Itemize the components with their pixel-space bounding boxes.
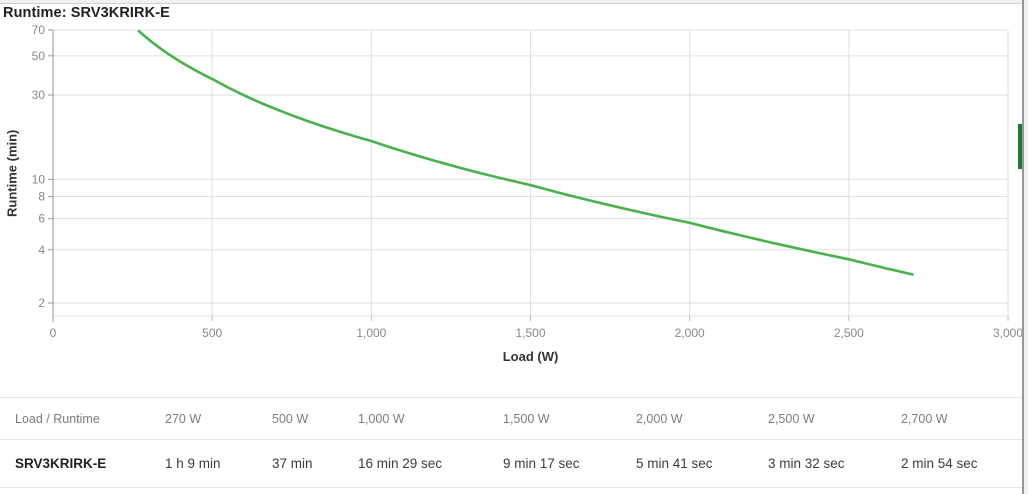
header-500w: 500 W xyxy=(272,397,358,440)
runtime-chart: 70 50 30 10 8 6 4 2 0 500 1,000 1,500 2,000 2,500 3,00… xyxy=(4,23,1024,364)
runtime-cell-500w: 37 min xyxy=(272,439,358,488)
header-1500w: 1,500 W xyxy=(503,397,636,440)
runtime-cell-2500w: 3 min 32 sec xyxy=(768,439,901,488)
header-load-runtime: Load / Runtime xyxy=(0,397,165,440)
x-tick-label: 1,500 xyxy=(515,326,545,340)
y-tick-label: 4 xyxy=(38,243,45,257)
y-tick-label: 50 xyxy=(32,49,46,63)
runtime-table: Load / Runtime 270 W 500 W 1,000 W 1,500… xyxy=(0,397,1022,488)
model-name-cell: SRV3KRIRK-E xyxy=(0,439,165,488)
header-2000w: 2,000 W xyxy=(636,397,768,440)
y-tick-label: 70 xyxy=(32,23,46,37)
x-tick-label: 3,000 xyxy=(993,326,1023,340)
header-2500w: 2,500 W xyxy=(768,397,901,440)
runtime-cell-2000w: 5 min 41 sec xyxy=(636,439,768,488)
y-tick-label: 2 xyxy=(38,296,45,310)
runtime-cell-1500w: 9 min 17 sec xyxy=(503,439,636,488)
x-tick-label: 500 xyxy=(202,326,222,340)
y-axis-title: Runtime (min) xyxy=(4,129,20,217)
top-divider xyxy=(0,0,1028,4)
y-tick-label: 6 xyxy=(38,212,45,226)
runtime-cell-270w: 1 h 9 min xyxy=(165,439,272,488)
header-1000w: 1,000 W xyxy=(358,397,503,440)
runtime-curve xyxy=(137,29,914,276)
x-tick-label: 0 xyxy=(50,326,57,340)
vertical-scrollbar[interactable] xyxy=(1022,0,1028,494)
y-tick-label: 30 xyxy=(32,88,46,102)
table-row: SRV3KRIRK-E 1 h 9 min 37 min 16 min 29 s… xyxy=(0,439,1022,488)
y-tick-label: 10 xyxy=(32,172,46,186)
header-270w: 270 W xyxy=(165,397,272,440)
x-axis-title: Load (W) xyxy=(502,349,559,364)
x-tick-label: 2,000 xyxy=(675,326,705,340)
runtime-cell-1000w: 16 min 29 sec xyxy=(358,439,503,488)
table-header-row: Load / Runtime 270 W 500 W 1,000 W 1,500… xyxy=(0,397,1022,440)
header-2700w: 2,700 W xyxy=(901,397,1022,440)
chart-canvas: 70 50 30 10 8 6 4 2 0 500 1,000 1,500 2,000 2,500 3,00… xyxy=(32,23,1024,340)
x-tick-label: 1,000 xyxy=(356,326,386,340)
x-tick-label: 2,500 xyxy=(834,326,864,340)
feedback-tab-partial[interactable] xyxy=(1018,124,1024,169)
page-title: Runtime: SRV3KRIRK-E xyxy=(3,5,170,21)
y-tick-label: 8 xyxy=(38,190,45,204)
runtime-cell-2700w: 2 min 54 sec xyxy=(901,439,1022,488)
